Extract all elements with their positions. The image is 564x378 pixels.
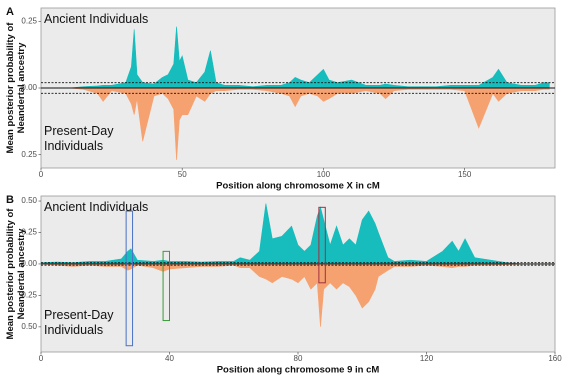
y-axis-title: Mean posterior probability of Neandertal…	[5, 22, 27, 154]
x-tick-label: 160	[548, 354, 562, 363]
area	[40, 263, 555, 327]
x-tick-label: 50	[178, 170, 187, 179]
area	[41, 26, 550, 89]
y-tick-label: 0.25	[21, 16, 37, 25]
x-axis-title: Position along chromosome 9 in cM	[217, 365, 380, 376]
panel-label: A	[6, 6, 14, 18]
y-tick-label: 0.50	[21, 322, 37, 331]
series-label: Ancient Individuals	[44, 200, 149, 214]
y-tick-label: 0.00	[21, 83, 37, 92]
y-axis-title: Mean posterior probability of Neandertal…	[5, 208, 27, 340]
series-label: Ancient Individuals	[44, 12, 149, 26]
highlight-box	[125, 210, 134, 347]
x-tick-label: 0	[39, 354, 44, 363]
x-tick-label: 80	[294, 354, 303, 363]
highlight-box	[318, 206, 326, 284]
y-tick-label: 0.25	[21, 228, 37, 237]
y-tick-label: 0.00	[21, 259, 37, 268]
x-tick-label: 100	[317, 170, 331, 179]
panel-label: B	[6, 194, 14, 206]
x-axis-title: Position along chromosome X in cM	[216, 181, 380, 192]
y-tick-label: 0.50	[21, 196, 37, 205]
x-tick-label: 40	[165, 354, 174, 363]
y-tick-label: 0.25	[21, 290, 37, 299]
series-label: Present-Day Individuals	[44, 308, 114, 337]
series-label: Present-Day Individuals	[44, 124, 114, 153]
y-tick-label: 0.25	[21, 150, 37, 159]
x-tick-label: 150	[458, 170, 472, 179]
area	[41, 87, 550, 161]
plot-background	[40, 195, 556, 353]
x-tick-label: 0	[39, 170, 44, 179]
x-tick-label: 120	[420, 354, 434, 363]
highlight-box	[162, 250, 170, 322]
area	[40, 203, 555, 265]
